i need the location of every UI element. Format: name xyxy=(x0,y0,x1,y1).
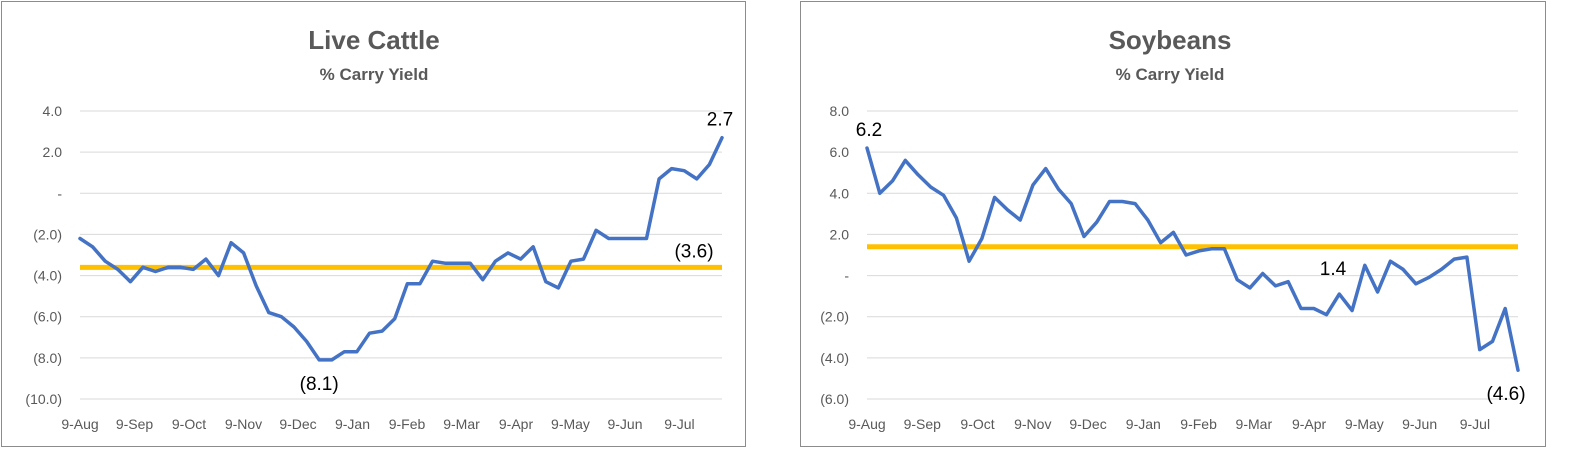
x-tick-label: 9-Dec xyxy=(279,416,316,432)
chart-title: Live Cattle xyxy=(308,25,440,55)
x-tick-label: 9-Jul xyxy=(664,416,694,432)
y-tick-label: (6.0) xyxy=(33,309,62,325)
x-tick-label: 9-Oct xyxy=(960,416,994,432)
y-tick-label: 4.0 xyxy=(830,185,850,201)
y-tick-label: 2.0 xyxy=(830,226,850,242)
y-tick-label: - xyxy=(57,185,62,201)
x-tick-label: 9-Jul xyxy=(1460,416,1490,432)
data-label: (4.6) xyxy=(1486,384,1525,405)
data-label: (3.6) xyxy=(674,241,713,262)
data-label: (8.1) xyxy=(300,374,339,395)
y-tick-label: (10.0) xyxy=(25,391,62,407)
y-tick-label: (8.0) xyxy=(33,350,62,366)
x-tick-label: 9-Mar xyxy=(1236,416,1273,432)
data-label: 6.2 xyxy=(856,120,882,141)
y-tick-label: (4.0) xyxy=(33,268,62,284)
data-label: 2.7 xyxy=(707,110,733,131)
x-tick-label: 9-Aug xyxy=(848,416,885,432)
y-tick-label: 2.0 xyxy=(43,144,63,160)
y-tick-label: (2.0) xyxy=(33,226,62,242)
x-tick-label: 9-Apr xyxy=(1292,416,1327,432)
x-tick-label: 9-Nov xyxy=(225,416,262,432)
x-tick-label: 9-Mar xyxy=(443,416,480,432)
chart-subtitle: % Carry Yield xyxy=(1116,65,1225,84)
x-tick-label: 9-Jun xyxy=(1402,416,1437,432)
x-tick-label: 9-Jan xyxy=(1126,416,1161,432)
soybeans-chart-panel: Soybeans % Carry Yield 8.0 6.0 4.0 2.0 - (2.0… xyxy=(800,1,1546,447)
y-tick-label: 8.0 xyxy=(830,103,850,119)
y-tick-label: - xyxy=(844,268,849,284)
x-tick-label: 9-Dec xyxy=(1069,416,1106,432)
chart-title: Soybeans xyxy=(1109,25,1232,55)
x-tick-label: 9-Jan xyxy=(335,416,370,432)
y-tick-label: (4.0) xyxy=(820,350,849,366)
x-tick-label: 9-Aug xyxy=(61,416,98,432)
x-tick-label: 9-Apr xyxy=(499,416,534,432)
y-tick-label: 4.0 xyxy=(43,103,63,119)
x-tick-label: 9-Nov xyxy=(1014,416,1051,432)
x-tick-label: 9-May xyxy=(551,416,590,432)
live-cattle-chart-panel: Live Cattle % Carry Yield 4.0 2.0 - (2.0) (4… xyxy=(1,1,746,447)
x-tick-label: 9-Sep xyxy=(904,416,942,432)
y-tick-label: 6.0 xyxy=(830,144,850,160)
x-tick-label: 9-Feb xyxy=(389,416,426,432)
series-line xyxy=(865,146,1520,372)
x-tick-label: 9-Jun xyxy=(607,416,642,432)
x-tick-label: 9-Oct xyxy=(172,416,206,432)
y-tick-label: (2.0) xyxy=(820,309,849,325)
soybeans-chart: Soybeans % Carry Yield 8.0 6.0 4.0 2.0 - (2.0… xyxy=(820,25,1525,432)
series-line xyxy=(78,135,724,362)
live-cattle-chart: Live Cattle % Carry Yield 4.0 2.0 - (2.0) (4… xyxy=(25,25,733,432)
y-tick-label: (6.0) xyxy=(820,391,849,407)
x-tick-label: 9-Sep xyxy=(116,416,154,432)
x-tick-label: 9-May xyxy=(1345,416,1384,432)
data-label: 1.4 xyxy=(1320,259,1347,280)
chart-subtitle: % Carry Yield xyxy=(320,65,429,84)
x-tick-label: 9-Feb xyxy=(1180,416,1217,432)
